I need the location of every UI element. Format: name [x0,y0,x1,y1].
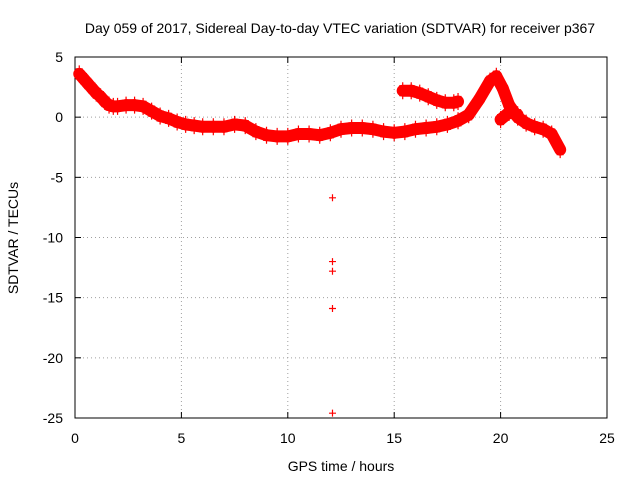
main_trace-point [401,133,409,141]
y-tick-label: -20 [43,350,63,366]
main_trace-point [531,128,539,136]
y-tick-label: -10 [43,230,63,246]
upper_segment-point [441,104,449,112]
outlier-point [328,304,336,312]
main_trace-point [220,128,228,136]
main_trace-point [443,125,451,133]
outlier-point [328,267,336,275]
upper_segment-point [416,94,424,102]
chart-title: Day 059 of 2017, Sidereal Day-to-day VTE… [85,20,595,36]
main_trace-point [294,135,302,143]
y-tick-label: 5 [55,49,63,65]
main_trace-point [358,129,366,137]
outlier-point [328,409,336,417]
main_trace-point [499,89,507,97]
main_trace-band [545,128,567,156]
main_trace-point [156,117,164,125]
lower_segment-point [497,121,505,129]
upper_segment-point [450,104,458,112]
upper_segment-point [424,98,432,106]
main_trace-point [316,136,324,144]
main_trace-point [556,151,564,159]
main_trace-point [114,107,122,115]
main_trace-point [105,106,113,114]
main_trace-point [454,122,462,130]
main_trace-point [173,123,181,131]
x-tick-label: 25 [599,430,615,446]
axis-ticks [74,56,608,419]
y-tick-label: -15 [43,290,63,306]
x-axis-label: GPS time / hours [288,458,395,474]
upper_segment-point [399,92,407,100]
x-tick-label: 15 [386,430,402,446]
main_trace-point [548,135,556,143]
main_trace-point [305,135,313,143]
main_trace-point [369,130,377,138]
x-tick-label: 20 [493,430,509,446]
main_trace-point [390,134,398,142]
main_trace-point [182,125,190,133]
main_trace-point [539,130,547,138]
main_trace-point [199,128,207,136]
main_trace-point [492,77,500,85]
main_trace-point [433,128,441,136]
main_trace-point [122,106,130,114]
main_trace-point [263,136,271,144]
x-tick-label: 5 [178,430,186,446]
tick-labels: 0 5 10 15 20 25 5 0 -5 -10 -15 -20 -25 [43,49,615,446]
main_trace-point [522,124,530,132]
main_trace-point [486,82,494,90]
outlier-point [328,258,336,266]
main_trace-point [101,103,109,111]
main_trace-point [190,127,198,135]
main_trace-point [252,133,260,141]
main_trace-point [209,128,217,136]
main_trace-point [131,106,139,114]
main_trace-point [475,100,483,108]
main_trace-point [422,129,430,137]
main_trace-point [165,119,173,127]
lower_segment-point [514,116,522,124]
main_trace-point [284,137,292,145]
y-tick-label: -5 [51,169,64,185]
main_trace-point [326,134,334,142]
main_trace-point [411,130,419,138]
outlier-point [328,194,336,202]
main_trace-point [273,137,281,145]
main_trace-point [380,133,388,141]
y-tick-label: -25 [43,410,63,426]
main_trace-point [465,116,473,124]
upper_segment-point [407,92,415,100]
main_trace-point [148,112,156,120]
lower_segment-point [505,113,513,121]
y-axis-label: SDTVAR / TECUs [5,182,21,294]
data-points [73,65,567,417]
main_trace-point [241,127,249,135]
main_trace-point [337,130,345,138]
main_trace-point [92,94,100,102]
main_trace-point [139,107,147,115]
main_trace-point [348,129,356,137]
upper_segment-point [454,103,462,111]
main_trace-point [231,125,239,133]
upper_segment-point [433,101,441,109]
y-tick-label: 0 [55,109,63,125]
x-tick-label: 10 [280,430,296,446]
x-tick-label: 0 [71,430,79,446]
